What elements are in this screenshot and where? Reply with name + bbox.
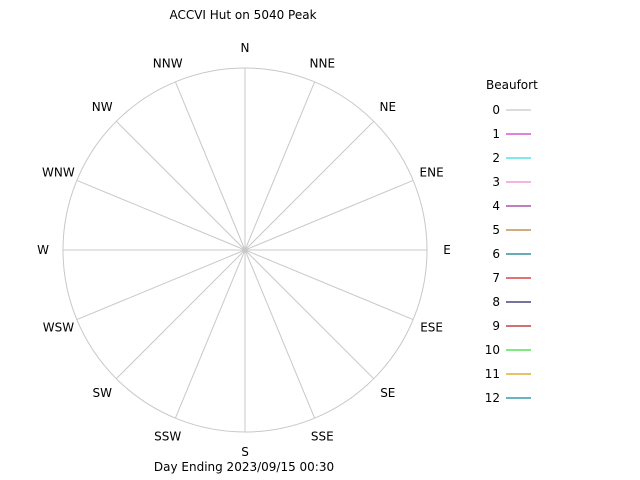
direction-label-w: W (37, 243, 49, 257)
chart-caption: Day Ending 2023/09/15 00:30 (154, 460, 334, 474)
direction-label-sw: SW (92, 386, 112, 400)
direction-label-nnw: NNW (153, 56, 183, 70)
direction-label-se: SE (380, 386, 395, 400)
direction-label-s: S (241, 445, 249, 459)
legend-label-7: 7 (492, 271, 500, 285)
direction-label-ssw: SSW (154, 430, 181, 444)
direction-label-ese: ESE (420, 320, 443, 334)
legend-label-9: 9 (492, 319, 500, 333)
legend-label-6: 6 (492, 247, 500, 261)
chart-title: ACCVI Hut on 5040 Peak (169, 8, 316, 22)
direction-label-nne: NNE (310, 56, 336, 70)
spoke-sw (115, 249, 246, 380)
direction-label-wsw: WSW (43, 320, 74, 334)
spoke-ne (244, 120, 375, 251)
legend-title: Beaufort (486, 78, 538, 92)
legend-label-5: 5 (492, 223, 500, 237)
direction-label-n: N (241, 41, 250, 55)
legend-label-10: 10 (485, 343, 500, 357)
legend-label-4: 4 (492, 199, 500, 213)
spoke-se (244, 249, 375, 380)
direction-label-e: E (443, 243, 451, 257)
legend-label-8: 8 (492, 295, 500, 309)
direction-label-ne: NE (380, 100, 397, 114)
direction-spokes (63, 68, 427, 432)
direction-label-ene: ENE (420, 166, 444, 180)
direction-label-sse: SSE (311, 430, 334, 444)
spoke-ssw (174, 249, 246, 419)
direction-labels: N NNE NE ENE E ESE SE SSE S SSW SW WSW W WNW NW NNW (37, 41, 451, 459)
spoke-sse (244, 249, 316, 419)
spoke-nnw (174, 81, 246, 251)
legend-label-11: 11 (485, 367, 500, 381)
legend-label-3: 3 (492, 175, 500, 189)
spoke-nne (244, 81, 316, 251)
legend-label-0: 0 (492, 103, 500, 117)
direction-label-wnw: WNW (42, 166, 75, 180)
spoke-nw (115, 120, 246, 251)
legend-label-2: 2 (492, 151, 500, 165)
legend-label-12: 12 (485, 391, 500, 405)
legend-label-1: 1 (492, 127, 500, 141)
spoke-ese (244, 249, 414, 321)
spoke-wsw (76, 249, 246, 321)
spoke-wnw (76, 179, 246, 251)
direction-label-nw: NW (92, 100, 113, 114)
spoke-ene (244, 179, 414, 251)
